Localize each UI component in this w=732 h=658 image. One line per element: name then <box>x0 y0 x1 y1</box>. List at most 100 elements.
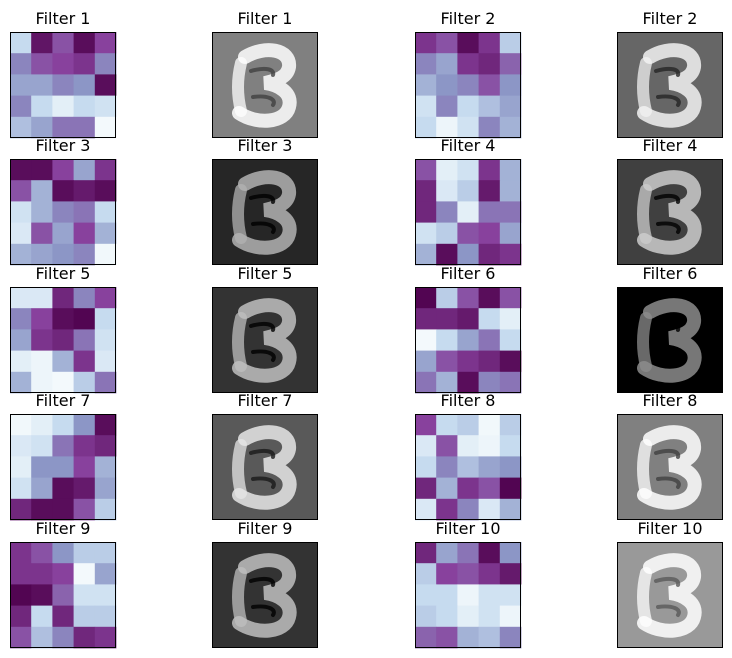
kernel-cell <box>52 329 74 351</box>
kernel-cell <box>415 159 437 181</box>
panel-title: Filter 2 <box>643 9 698 28</box>
kernel-cell <box>74 499 96 521</box>
kernel-cell <box>479 244 501 266</box>
panel-11: Filter 6 <box>415 264 521 393</box>
kernel-cell <box>457 223 479 245</box>
kernel-cell <box>31 308 53 330</box>
kernel-cell <box>457 329 479 351</box>
kernel-cell <box>457 478 479 500</box>
kernel-cell <box>52 287 74 309</box>
kernel-cell <box>10 201 32 223</box>
kernel-cell <box>95 53 117 75</box>
panel-5: Filter 3 <box>10 136 116 265</box>
kernel-cell <box>74 96 96 118</box>
kernel-cell <box>74 456 96 478</box>
panel-6: Filter 3 <box>212 136 318 265</box>
kernel-cell <box>457 201 479 223</box>
kernel-cell <box>74 244 96 266</box>
panel-title: Filter 7 <box>238 391 293 410</box>
kernel-cell <box>415 499 437 521</box>
kernel-cell <box>52 223 74 245</box>
kernel-cell <box>52 499 74 521</box>
kernel-cell <box>479 584 501 606</box>
kernel-cell <box>74 287 96 309</box>
kernel-cell <box>500 180 522 202</box>
kernel-cell <box>95 584 117 606</box>
kernel-cell <box>10 74 32 96</box>
kernel-cell <box>52 308 74 330</box>
panel-12: Filter 6 <box>617 264 723 393</box>
kernel-cell <box>457 74 479 96</box>
kernel-cell <box>479 74 501 96</box>
kernel-cell <box>457 351 479 373</box>
kernel-cell <box>31 456 53 478</box>
kernel-cell <box>479 478 501 500</box>
kernel-cell <box>500 563 522 585</box>
kernel-cell <box>31 159 53 181</box>
panel-17: Filter 9 <box>10 519 116 648</box>
kernel-cell <box>457 414 479 436</box>
kernel-cell <box>436 329 458 351</box>
kernel-cell <box>10 244 32 266</box>
kernel-cell <box>457 308 479 330</box>
kernel-cell <box>415 53 437 75</box>
kernel-cell <box>52 32 74 54</box>
kernel-cell <box>500 478 522 500</box>
kernel-cell <box>74 32 96 54</box>
panel-13: Filter 7 <box>10 391 116 520</box>
kernel-cell <box>457 542 479 564</box>
kernel-cell <box>10 287 32 309</box>
kernel-cell <box>74 180 96 202</box>
kernel-cell <box>52 201 74 223</box>
kernel-cell <box>52 53 74 75</box>
glyph-stroke <box>238 63 241 111</box>
kernel-cell <box>52 563 74 585</box>
kernel-cell <box>415 329 437 351</box>
kernel-cell <box>479 563 501 585</box>
kernel-cell <box>415 627 437 649</box>
kernel-cell <box>436 223 458 245</box>
panel-3: Filter 2 <box>415 9 521 138</box>
kernel-cell <box>95 96 117 118</box>
kernel-cell <box>415 372 437 394</box>
kernel-cell <box>436 96 458 118</box>
kernel-cell <box>10 96 32 118</box>
kernel-cell <box>436 584 458 606</box>
panel-title: Filter 5 <box>36 264 91 283</box>
kernel-cell <box>31 542 53 564</box>
kernel-cell <box>10 223 32 245</box>
kernel-cell <box>95 74 117 96</box>
kernel-cell <box>31 563 53 585</box>
kernel-cell <box>10 627 32 649</box>
kernel-cell <box>95 563 117 585</box>
kernel-cell <box>479 180 501 202</box>
kernel-cell <box>457 96 479 118</box>
kernel-cell <box>10 414 32 436</box>
kernel-cell <box>95 499 117 521</box>
kernel-cell <box>479 606 501 628</box>
kernel-cell <box>457 627 479 649</box>
kernel-cell <box>436 32 458 54</box>
panel-8: Filter 4 <box>617 136 723 265</box>
panel-title: Filter 5 <box>238 264 293 283</box>
kernel-cell <box>95 606 117 628</box>
kernel-cell <box>500 542 522 564</box>
kernel-cell <box>500 244 522 266</box>
kernel-cell <box>436 499 458 521</box>
kernel-cell <box>436 180 458 202</box>
kernel-cell <box>95 201 117 223</box>
kernel-cell <box>52 456 74 478</box>
kernel-cell <box>500 53 522 75</box>
kernel-cell <box>95 372 117 394</box>
panel-title: Filter 9 <box>238 519 293 538</box>
kernel-cell <box>500 117 522 139</box>
kernel-cell <box>31 478 53 500</box>
kernel-cell <box>10 117 32 139</box>
kernel-cell <box>95 542 117 564</box>
kernel-cell <box>74 414 96 436</box>
kernel-cell <box>479 308 501 330</box>
kernel-cell <box>415 435 437 457</box>
kernel-cell <box>95 478 117 500</box>
panel-title: Filter 4 <box>643 136 698 155</box>
